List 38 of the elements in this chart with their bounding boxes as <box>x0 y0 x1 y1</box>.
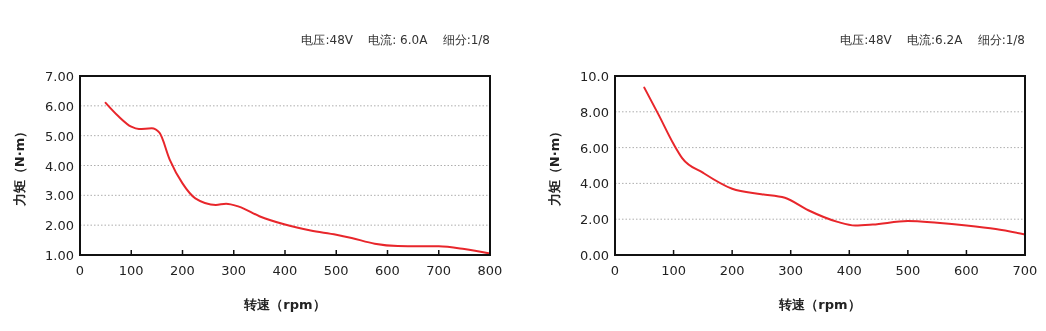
y-tick-label: 2.00 <box>45 218 74 234</box>
x-tick-label: 400 <box>272 263 298 278</box>
y-axis-title: 力矩（N·m） <box>547 124 562 208</box>
x-tick-label: 200 <box>170 263 195 278</box>
x-tick-label: 100 <box>118 263 144 278</box>
chart-subtitle: 电压:48V 电流: 6.0A 细分:1/8 <box>301 33 490 47</box>
x-tick-label: 700 <box>426 263 452 278</box>
y-tick-label: 2.00 <box>580 212 609 228</box>
x-axis-title: 转速（rpm） <box>243 297 326 312</box>
x-tick-label: 200 <box>719 263 745 278</box>
y-tick-label: 4.00 <box>580 176 609 192</box>
x-axis-title: 转速（rpm） <box>778 297 861 312</box>
x-tick-label: 600 <box>375 263 400 278</box>
x-tick-label: 300 <box>778 263 804 278</box>
line-series <box>643 86 1026 236</box>
y-axis-title: 力矩（N·m） <box>12 124 27 208</box>
x-tick-label: 0 <box>610 263 620 278</box>
line-series <box>104 101 491 255</box>
x-tick-label: 600 <box>954 263 979 278</box>
y-tick-label: 7.00 <box>45 69 74 84</box>
x-tick-label: 100 <box>661 263 686 278</box>
x-tick-label: 500 <box>323 263 349 278</box>
x-tick-label: 700 <box>1012 263 1038 278</box>
x-tick-label: 300 <box>221 263 247 278</box>
y-tick-label: 0.00 <box>580 248 609 263</box>
y-tick-label: 6.00 <box>45 98 74 114</box>
x-tick-label: 400 <box>836 263 862 278</box>
chart-subtitle: 电压:48V 电流:6.2A 细分:1/8 <box>840 33 1025 47</box>
y-tick-label: 6.00 <box>580 140 609 156</box>
y-tick-label: 10.0 <box>580 69 609 84</box>
y-tick-label: 1.00 <box>45 248 74 263</box>
x-tick-label: 0 <box>75 263 85 278</box>
x-tick-label: 800 <box>477 263 503 278</box>
y-tick-label: 8.00 <box>580 104 609 120</box>
y-tick-label: 3.00 <box>45 188 74 204</box>
y-tick-label: 4.00 <box>45 158 74 174</box>
y-tick-label: 5.00 <box>45 128 74 144</box>
x-tick-label: 500 <box>895 263 921 278</box>
